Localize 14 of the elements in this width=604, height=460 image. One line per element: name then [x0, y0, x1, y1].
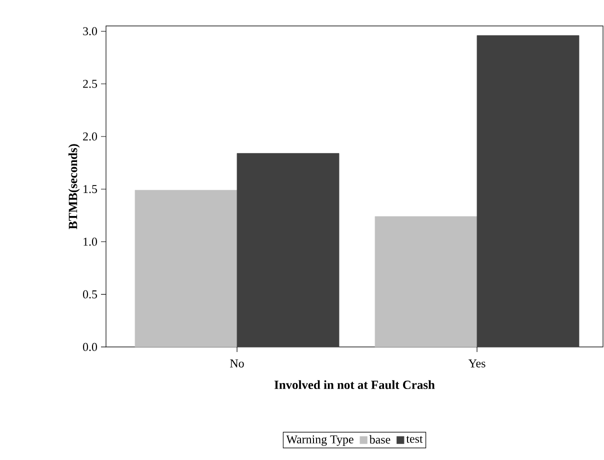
y-tick-label: 0.0 — [82, 342, 98, 352]
y-tick-label: 1.0 — [84, 238, 98, 246]
legend-title: Warning Type — [286, 435, 354, 446]
y-tick-label: 2.0 — [83, 132, 98, 141]
x-axis-title: Involved in not at Fault Crash — [274, 380, 435, 390]
legend-label: test — [406, 436, 423, 443]
y-tick-label: 3.0 — [83, 27, 98, 36]
y-tick-label: 2.5 — [83, 80, 98, 88]
x-tick-label: No — [230, 360, 244, 368]
legend-label: base — [369, 435, 390, 444]
y-tick-label: 0.5 — [82, 290, 98, 298]
y-tick-label: 1.5 — [84, 185, 98, 194]
x-tick-label: Yes — [468, 360, 486, 368]
y-axis-title: BTMB(seconds) — [68, 144, 80, 230]
